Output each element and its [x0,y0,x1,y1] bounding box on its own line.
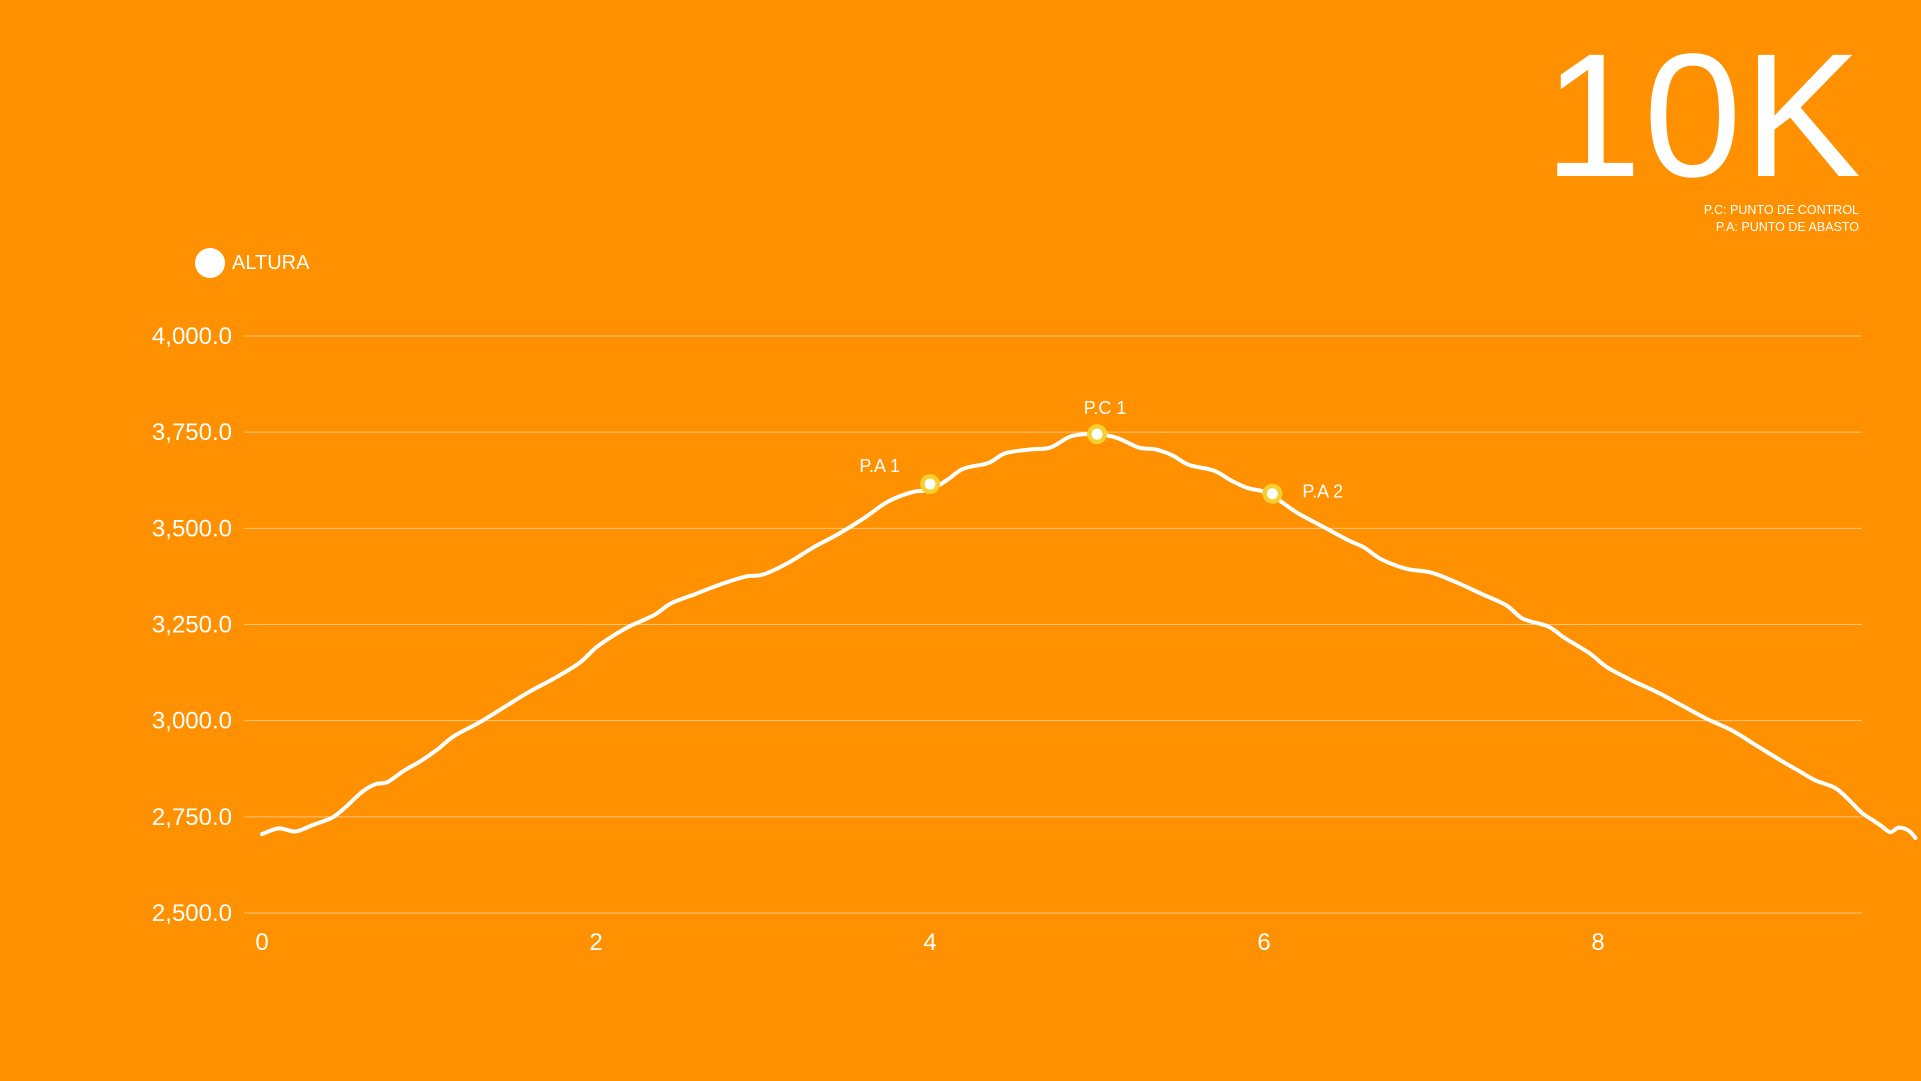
marker-dot-2 [1091,428,1103,440]
note-control-point: P.C: PUNTO DE CONTROL [1703,203,1859,217]
series-lines [260,431,1918,840]
y-tick-label: 4,000.0 [152,323,232,350]
annotation-label-2: P.C 1 [1084,398,1127,418]
x-tick-label: 4 [923,929,936,956]
series-line-altura [260,431,1918,840]
x-axis-ticks: 0 2 4 6 8 [255,929,1604,956]
y-tick-label: 3,750.0 [152,419,232,446]
legend-label: ALTURA [232,251,310,274]
annotations: P.A 1 P.C 1 P.A 2 [859,398,1343,504]
x-tick-label: 8 [1591,929,1604,956]
annotation-label-3: P.A 2 [1302,482,1343,502]
legend-notes: P.C: PUNTO DE CONTROL P.A: PUNTO DE ABAS… [1704,202,1859,236]
y-tick-label: 3,250.0 [152,612,232,639]
y-axis-ticks: 2,500.0 2,750.0 3,000.0 3,250.0 3,500.0 3,750… [152,323,232,927]
y-tick-label: 2,500.0 [152,900,232,927]
annotation-label-1: P.A 1 [859,456,900,476]
x-tick-label: 0 [255,929,268,956]
race-distance-title: 10K [1543,18,1863,214]
y-tick-label: 2,750.0 [152,804,232,831]
x-tick-label: 6 [1257,929,1270,956]
chart-legend: ALTURA [195,248,309,278]
legend-marker [195,248,225,278]
note-supply-point: P.A: PUNTO DE ABASTO [1715,220,1859,234]
grid-lines [244,335,1862,914]
marker-dot-1 [924,478,936,490]
marker-dot-3 [1266,488,1278,500]
y-tick-label: 3,500.0 [152,515,232,542]
y-tick-label: 3,000.0 [152,708,232,735]
x-tick-label: 2 [589,929,602,956]
